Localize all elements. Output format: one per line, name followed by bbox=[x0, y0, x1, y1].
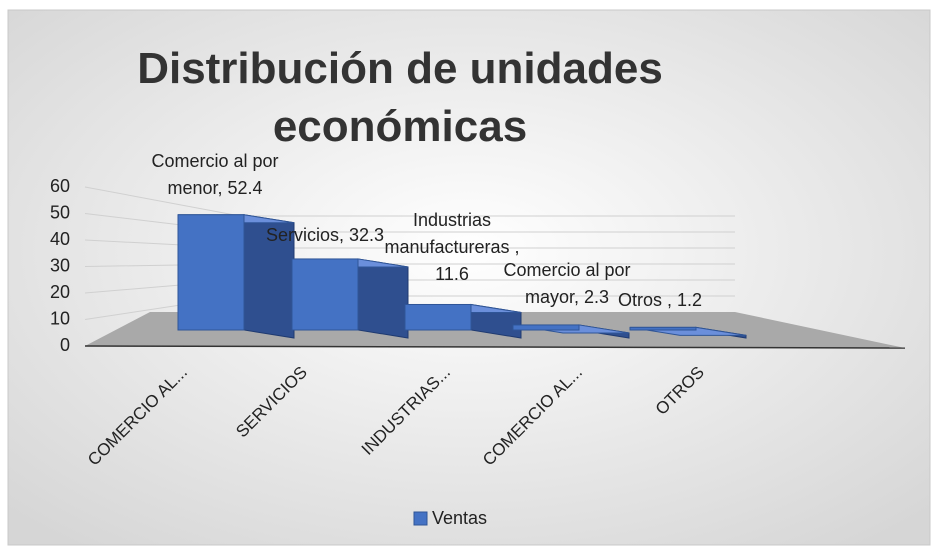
chart-title: Distribución de unidades económicas bbox=[137, 44, 663, 151]
data-label: Comercio al por menor, 52.4 bbox=[151, 151, 279, 198]
data-label: Industrias manufactureras , 11.6 bbox=[384, 210, 520, 284]
data-label: Comercio al por mayor, 2.3 bbox=[503, 260, 631, 307]
y-tick-label: 0 bbox=[60, 335, 70, 355]
bar-front bbox=[629, 326, 697, 331]
y-tick-label: 50 bbox=[50, 202, 70, 222]
bar bbox=[291, 258, 409, 339]
data-label: Servicios, 32.3 bbox=[265, 225, 385, 245]
bar-front bbox=[291, 258, 359, 331]
y-tick-label: 10 bbox=[50, 308, 70, 328]
bar bbox=[404, 303, 522, 339]
bar bbox=[629, 326, 747, 339]
y-tick-label: 30 bbox=[50, 255, 70, 275]
legend-label: Ventas bbox=[432, 508, 487, 528]
data-label: Otros , 1.2 bbox=[617, 290, 703, 310]
bar bbox=[177, 214, 295, 339]
bar-front bbox=[177, 214, 245, 331]
legend-swatch bbox=[413, 511, 428, 526]
y-tick-label: 40 bbox=[50, 229, 70, 249]
bar bbox=[512, 324, 630, 339]
chart-area bbox=[7, 9, 931, 546]
y-tick-label: 60 bbox=[50, 176, 70, 196]
x-axis-line bbox=[84, 345, 906, 349]
y-tick-label: 20 bbox=[50, 282, 70, 302]
bar-front bbox=[404, 303, 472, 331]
bar-front bbox=[512, 324, 580, 331]
